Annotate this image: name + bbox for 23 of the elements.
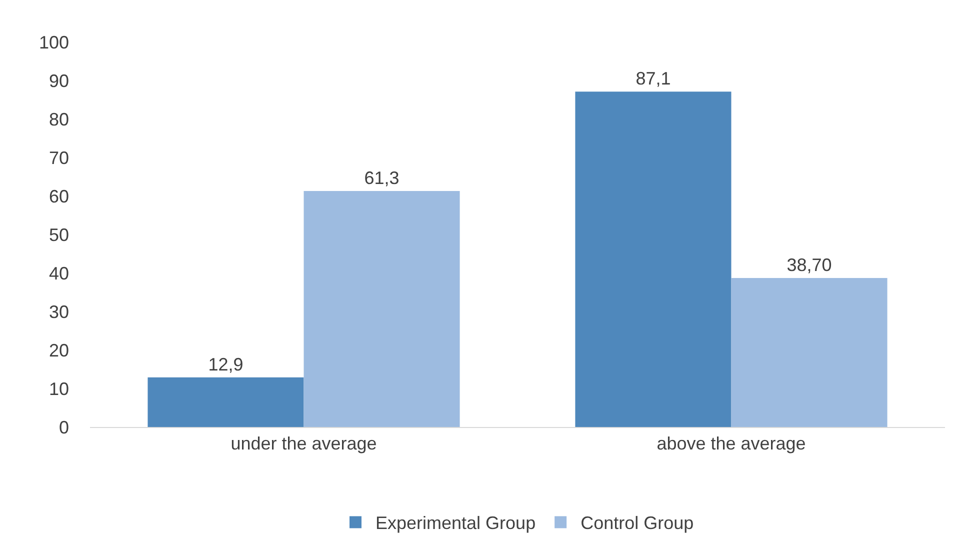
data-label: 38,70 bbox=[786, 255, 832, 276]
data-label: 61,3 bbox=[364, 168, 400, 188]
bar bbox=[148, 377, 304, 427]
legend-label: Experimental Group bbox=[376, 513, 536, 534]
bar bbox=[304, 191, 460, 427]
y-tick-label: 50 bbox=[48, 224, 69, 245]
x-tick-label: under the average bbox=[230, 434, 377, 454]
y-tick-label: 60 bbox=[48, 186, 69, 206]
bar bbox=[731, 278, 888, 427]
y-tick-label: 0 bbox=[58, 417, 69, 438]
y-tick-label: 100 bbox=[38, 32, 69, 52]
data-label: 87,1 bbox=[636, 68, 671, 89]
y-tick-label: 90 bbox=[48, 70, 69, 91]
y-tick-label: 10 bbox=[48, 378, 69, 399]
data-label: 12,9 bbox=[208, 354, 244, 374]
y-tick-label: 30 bbox=[48, 302, 69, 322]
y-tick-label: 70 bbox=[48, 148, 69, 168]
y-tick-label: 40 bbox=[48, 263, 69, 284]
y-tick-label: 20 bbox=[48, 340, 69, 360]
x-tick-label: above the average bbox=[656, 434, 806, 454]
bar bbox=[575, 92, 732, 427]
y-tick-label: 80 bbox=[48, 109, 69, 130]
legend-label: Control Group bbox=[580, 513, 694, 534]
